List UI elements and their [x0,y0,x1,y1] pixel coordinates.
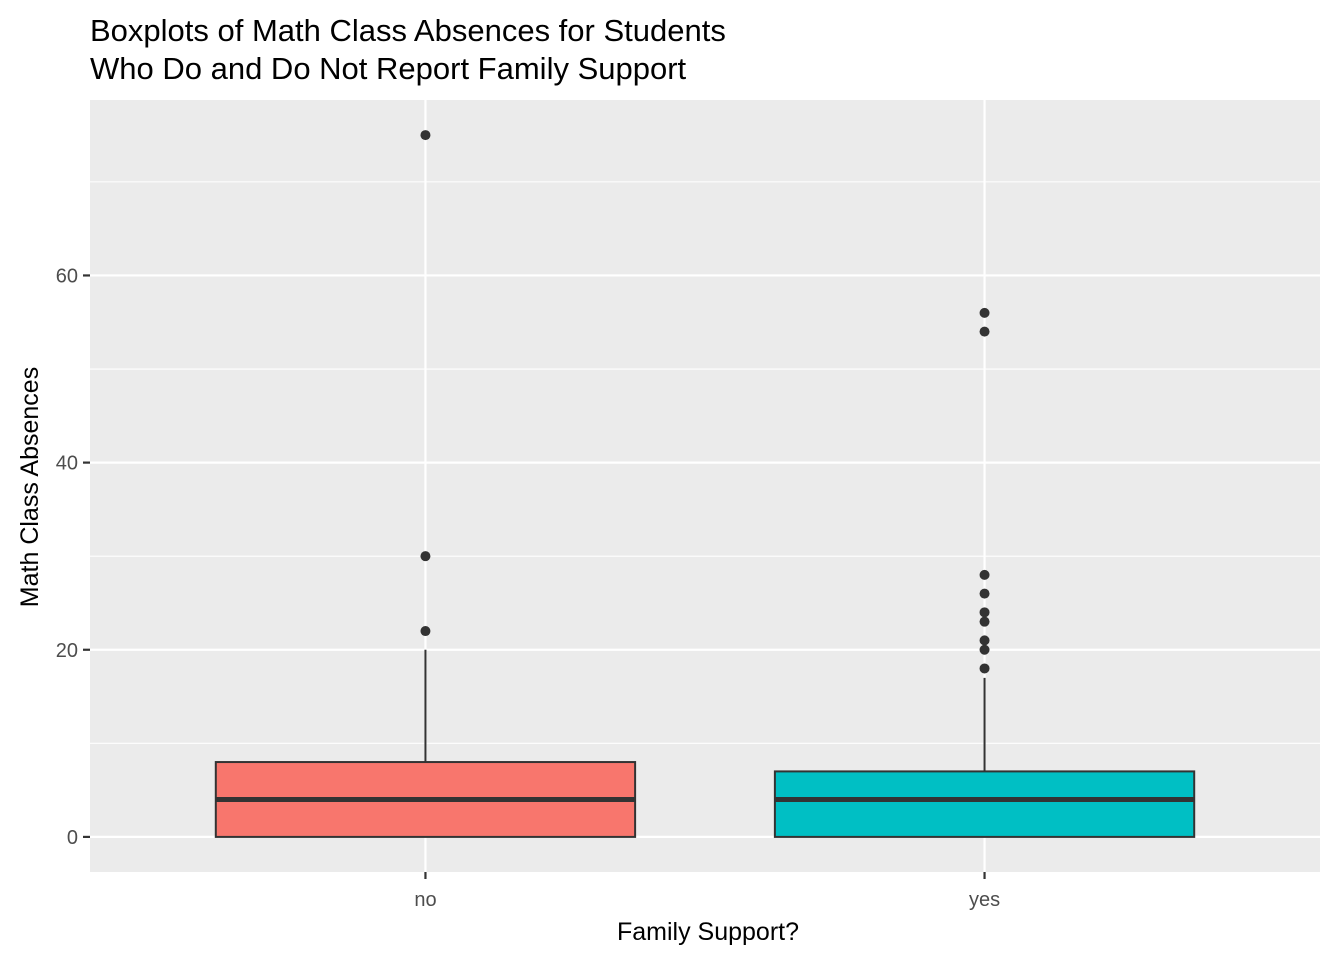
outlier-point-yes [979,588,990,599]
plot-area: 0 20 40 60 no yes [56,100,1320,911]
box-yes [773,770,1196,838]
y-tick-label: 40 [56,453,78,475]
outlier-point-yes [979,663,990,674]
y-tick-label: 60 [56,265,78,287]
x-tick-label: yes [969,889,1000,911]
y-tick-label: 0 [67,827,78,849]
x-axis-title: Family Support? [617,918,799,946]
y-tick-label: 20 [56,640,78,662]
chart-title-line-1: Boxplots of Math Class Absences for Stud… [90,13,726,48]
outlier-point-no [420,130,431,141]
outlier-point-yes [979,616,990,627]
outlier-point-yes [979,644,990,655]
plot-panel [90,100,1320,872]
outlier-point-no [420,551,431,562]
outlier-point-yes [979,607,990,618]
chart-title-line-2: Who Do and Do Not Report Family Support [90,51,687,86]
outlier-point-yes [979,307,990,318]
outlier-point-yes [979,569,990,580]
outlier-point-yes [979,635,990,646]
outlier-point-yes [979,326,990,337]
x-tick-label: no [414,889,436,911]
y-axis-title: Math Class Absences [16,367,44,607]
outlier-point-no [420,626,431,637]
